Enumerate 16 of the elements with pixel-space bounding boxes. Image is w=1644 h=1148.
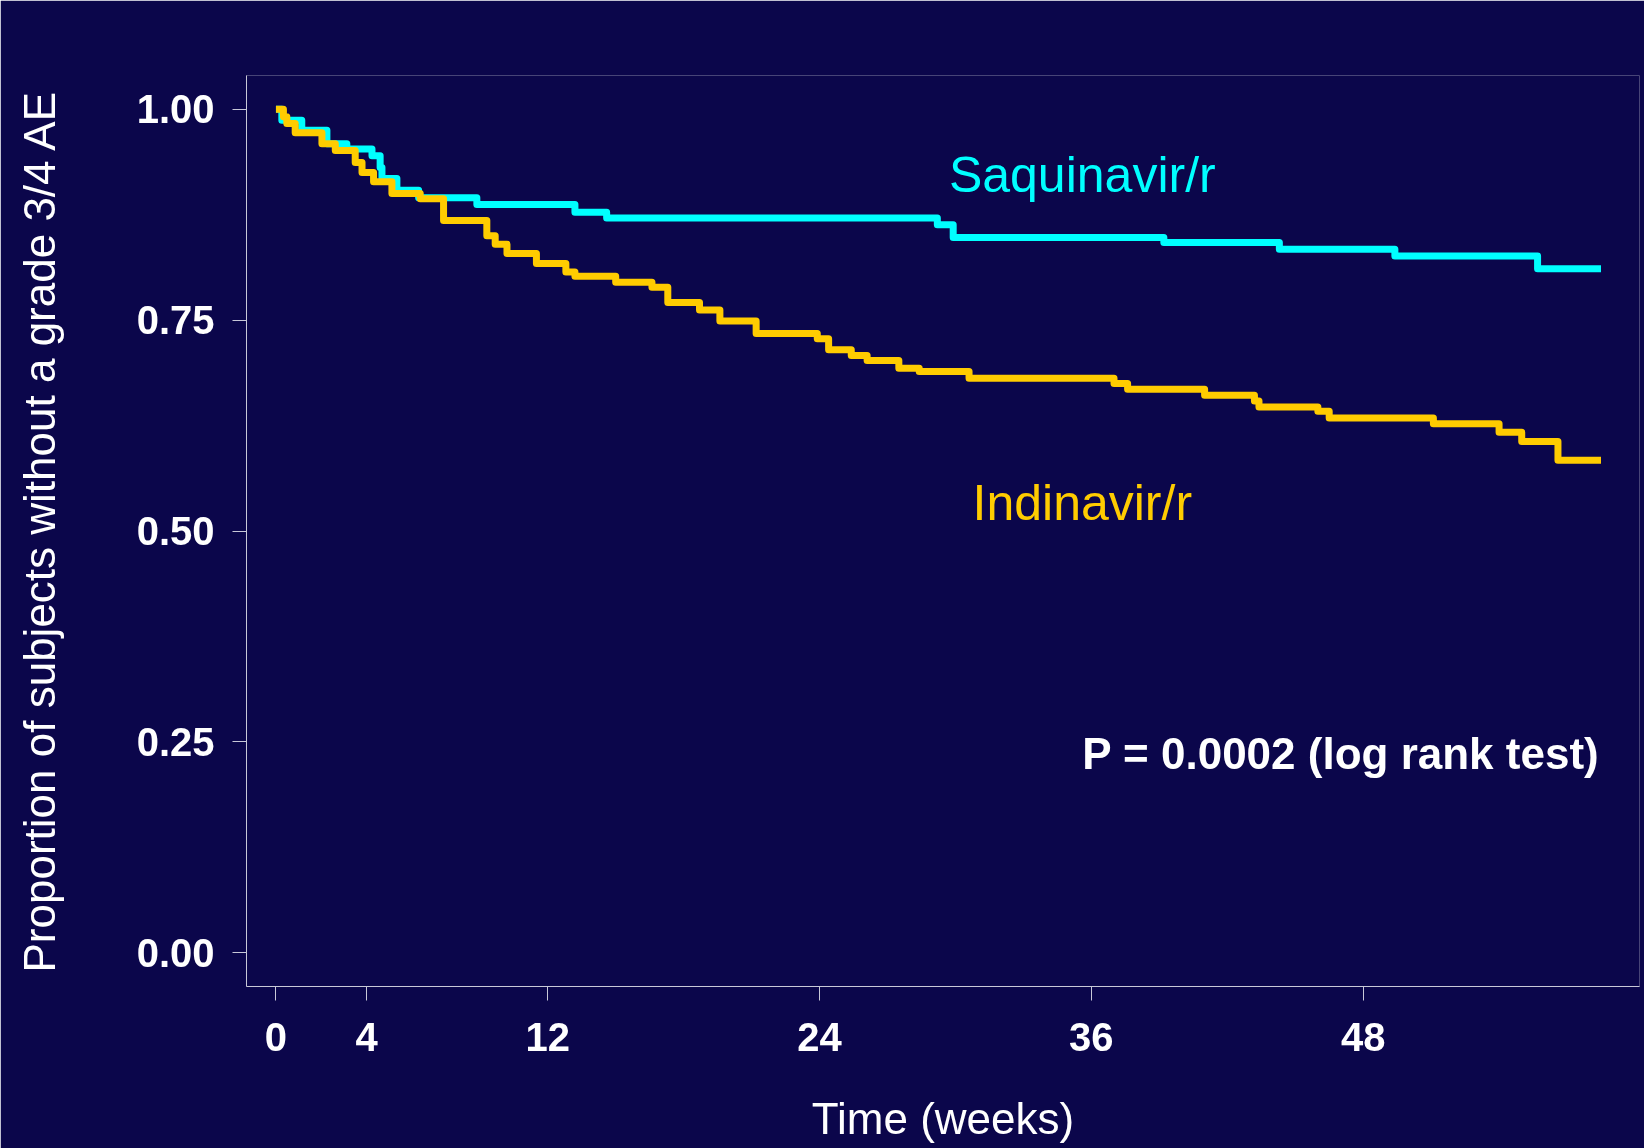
series-label: Saquinavir/r [948,147,1216,204]
y-tick-label: 1.00 [136,87,215,132]
x-tick-label: 12 [525,1014,570,1059]
x-tick-label: 0 [264,1014,288,1059]
x-tick-label: 48 [1340,1014,1386,1059]
x-axis-title: Time (weeks) [811,1093,1075,1143]
x-tick-label: 36 [1069,1014,1114,1059]
y-tick-label: 0.75 [136,298,215,343]
x-tick-label: 4 [355,1014,379,1059]
x-tick-label: 24 [797,1014,843,1059]
series-label: Indinavir/r [972,475,1193,531]
annotation: P = 0.0002 (log rank test) [1082,728,1599,778]
y-tick-label: 0.50 [136,509,215,553]
y-tick-label: 0.00 [136,930,215,975]
y-tick-label: 0.25 [136,719,215,764]
y-axis-title: Proportion of subjects without a grade 3/4 AE [14,91,64,973]
